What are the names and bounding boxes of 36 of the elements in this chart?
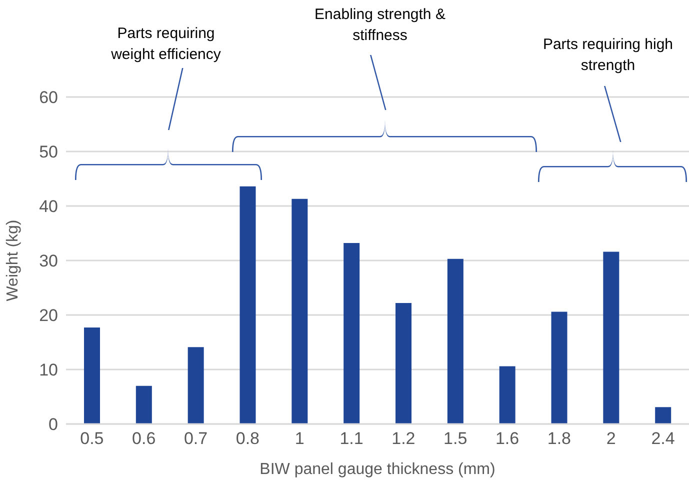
y-tick-label: 50 xyxy=(39,142,58,162)
bar xyxy=(655,407,672,424)
bar xyxy=(396,303,412,424)
x-tick-label: 0.7 xyxy=(184,429,208,448)
bar xyxy=(551,312,568,424)
x-tick-label: 1.8 xyxy=(547,429,572,448)
x-tick-label: 1.5 xyxy=(444,429,468,448)
y-tick-label: 30 xyxy=(39,252,58,271)
x-tick-label: 2 xyxy=(606,429,616,448)
bar xyxy=(136,386,152,424)
bar xyxy=(292,198,308,424)
bar xyxy=(447,258,464,424)
text: Parts requiring high strength xyxy=(542,36,674,74)
x-tick-label: 1.6 xyxy=(495,429,520,448)
y-tick-label: 40 xyxy=(39,197,58,216)
x-tick-label: 0.8 xyxy=(236,429,260,448)
x-tick-label: 0.6 xyxy=(132,429,156,448)
x-axis-title: BIW panel gauge thickness (mm) xyxy=(260,461,496,478)
y-tick-label: 20 xyxy=(39,306,58,326)
y-tick-label: 60 xyxy=(39,88,58,108)
bar xyxy=(240,186,256,424)
bar xyxy=(84,328,100,424)
bar xyxy=(603,252,620,424)
text: Parts requiring weight efficiency xyxy=(110,25,222,63)
y-axis-title: Weight (kg) xyxy=(4,220,22,302)
x-tick-label: 0.5 xyxy=(80,429,104,448)
bar xyxy=(344,243,360,424)
x-tick-label: 2.4 xyxy=(651,429,675,448)
bar xyxy=(499,366,516,424)
x-tick-label: 1 xyxy=(294,429,304,448)
x-tick-label: 1.1 xyxy=(340,429,364,448)
y-tick-label: 10 xyxy=(39,360,58,380)
x-tick-label: 1.2 xyxy=(392,429,416,448)
text: Enabling strength & stiffness xyxy=(314,6,446,44)
y-tick-label: 0 xyxy=(48,415,58,434)
bar xyxy=(188,347,204,424)
